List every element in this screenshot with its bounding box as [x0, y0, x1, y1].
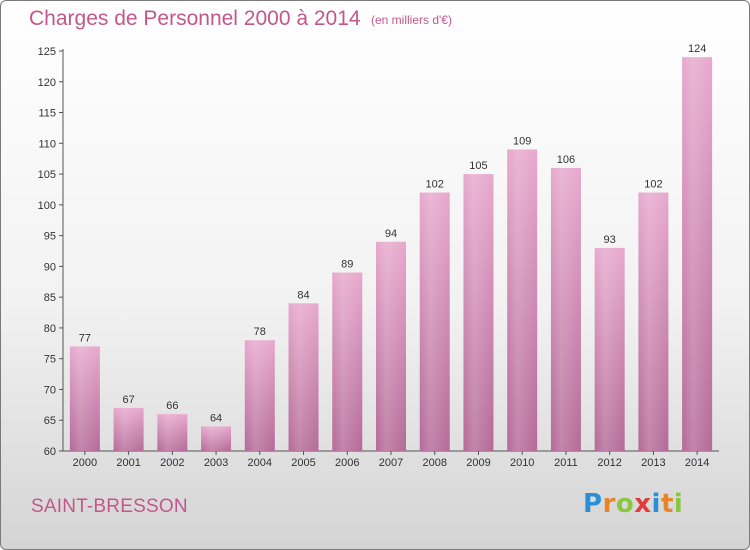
value-label-2008: 102 [426, 179, 444, 191]
value-label-2000: 77 [79, 332, 91, 344]
value-label-2012: 93 [604, 234, 616, 246]
y-tick-label: 110 [38, 138, 56, 150]
x-tick-label-2008: 2008 [422, 457, 446, 469]
y-tick-label: 100 [38, 200, 56, 212]
y-tick-label: 75 [44, 354, 56, 366]
bar-sheen-2006 [332, 272, 363, 451]
logo-letter: t [660, 489, 674, 519]
bar-sheen-2008 [419, 192, 450, 452]
x-tick-label-2006: 2006 [335, 457, 359, 469]
x-tick-label-2014: 2014 [685, 457, 709, 469]
value-label-2014: 124 [688, 43, 706, 55]
logo-letter: P [583, 489, 603, 519]
x-tick-label-2013: 2013 [641, 457, 665, 469]
y-tick-label: 115 [38, 108, 56, 120]
chart-bars [69, 57, 713, 452]
x-tick-label-2003: 2003 [204, 457, 228, 469]
bar-sheen-2000 [69, 346, 100, 451]
y-tick-label: 125 [38, 46, 56, 58]
chart-labels: 60 65 70 75 80 85 90 95 100 105 110 115 120 125 2000 77… [38, 43, 710, 469]
chart-title: Charges de Personnel 2000 à 2014 [29, 7, 361, 30]
y-tick-label: 120 [38, 77, 56, 89]
logo-letter: r [602, 489, 616, 519]
logo-letter: i [651, 489, 661, 519]
y-tick-label: 80 [44, 323, 56, 335]
bar-sheen-2007 [376, 241, 406, 451]
bar-sheen-2002 [157, 414, 188, 451]
bar-sheen-2009 [463, 174, 494, 452]
logo-letter: o [615, 489, 635, 519]
x-tick-label-2010: 2010 [510, 457, 534, 469]
x-tick-label-2007: 2007 [379, 457, 403, 469]
bar-sheen-2001 [113, 407, 144, 451]
x-tick-label-2001: 2001 [116, 457, 140, 469]
value-label-2010: 109 [513, 135, 531, 147]
value-label-2007: 94 [385, 228, 397, 240]
value-label-2006: 89 [341, 259, 353, 271]
value-label-2004: 78 [254, 326, 266, 338]
y-tick-label: 85 [44, 292, 56, 304]
y-tick-label: 95 [44, 231, 56, 243]
y-tick-label: 65 [44, 415, 56, 427]
town-name: SAINT-BRESSON [31, 496, 188, 517]
value-label-2003: 64 [210, 412, 222, 424]
value-label-2005: 84 [297, 289, 309, 301]
y-tick-label: 70 [44, 384, 56, 396]
chart-subtitle: (en milliers d'€) [371, 13, 452, 27]
value-label-2009: 105 [469, 160, 487, 172]
value-label-2013: 102 [644, 179, 662, 191]
x-tick-label-2000: 2000 [73, 457, 97, 469]
value-label-2002: 66 [166, 400, 178, 412]
x-tick-label-2005: 2005 [291, 457, 315, 469]
x-tick-label-2011: 2011 [554, 457, 578, 469]
y-tick-label: 60 [44, 446, 56, 458]
x-tick-label-2002: 2002 [160, 457, 184, 469]
value-label-2001: 67 [122, 394, 134, 406]
value-label-2011: 106 [557, 154, 575, 166]
x-tick-label-2004: 2004 [248, 457, 272, 469]
bar-sheen-2014 [682, 57, 713, 452]
y-tick-label: 105 [38, 169, 56, 181]
bar-sheen-2011 [550, 167, 581, 451]
x-tick-label-2012: 2012 [597, 457, 621, 469]
logo-letter: x [634, 489, 652, 519]
bar-sheen-2010 [507, 149, 538, 451]
bar-sheen-2005 [288, 303, 319, 451]
bar-sheen-2003 [201, 426, 232, 451]
bar-sheen-2013 [638, 192, 669, 452]
proxiti-logo: Proxiti [583, 489, 683, 519]
bar-sheen-2012 [594, 247, 625, 451]
bar-sheen-2004 [244, 340, 275, 451]
y-tick-label: 90 [44, 261, 56, 273]
x-tick-label-2009: 2009 [466, 457, 490, 469]
logo-letter: i [673, 489, 684, 519]
